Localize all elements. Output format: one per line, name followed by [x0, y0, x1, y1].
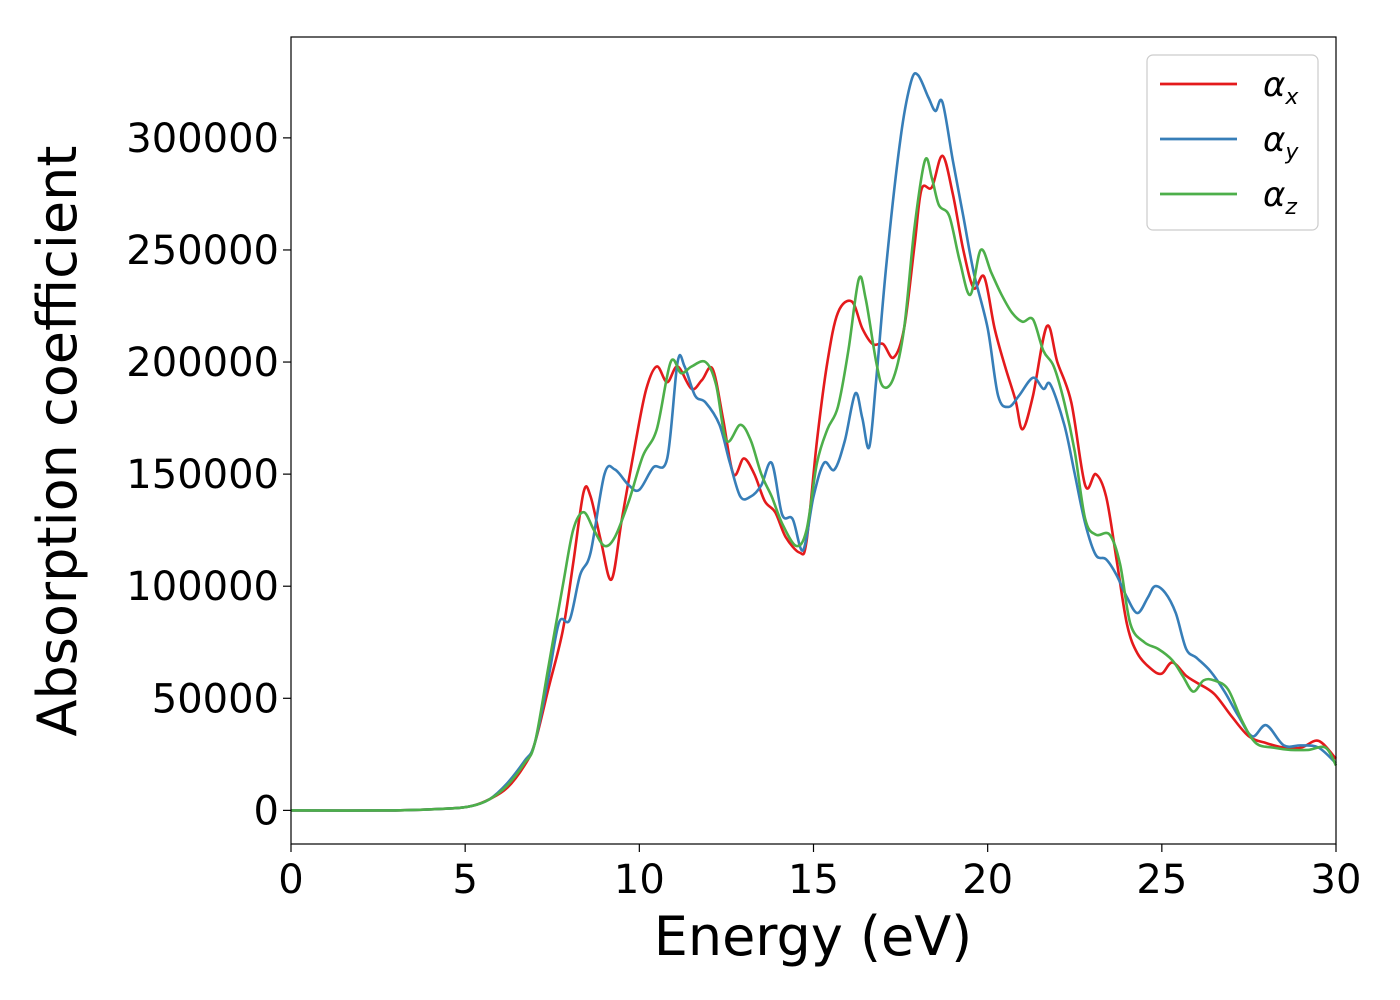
series-line-z — [290, 157, 1338, 812]
x-tick-label: 25 — [1136, 857, 1187, 903]
y-tick-label: 50000 — [152, 676, 279, 722]
x-tick-label: 15 — [788, 857, 839, 903]
y-tick-label: 300000 — [126, 116, 279, 162]
y-tick-label: 150000 — [126, 452, 279, 498]
x-axis-label: Energy (eV) — [654, 905, 973, 968]
x-tick-label: 0 — [278, 857, 303, 903]
legend-label-z: αz — [1263, 175, 1297, 220]
x-tick-label: 5 — [452, 857, 477, 903]
y-tick-label: 200000 — [126, 340, 279, 386]
y-tick-label: 0 — [254, 788, 279, 834]
x-tick-label: 20 — [962, 857, 1013, 903]
x-tick-label: 10 — [614, 857, 665, 903]
y-ticks: 0 50000 100000 150000 200000 250000 300000 — [126, 116, 291, 834]
legend-frame — [1146, 54, 1319, 231]
series-line-y — [290, 72, 1337, 812]
series-layer — [290, 72, 1338, 812]
y-axis-label: Absorption coefficient — [26, 146, 89, 737]
y-tick-label: 250000 — [126, 228, 279, 274]
x-ticks: 0 5 10 15 20 25 30 — [278, 844, 1361, 903]
x-tick-label: 30 — [1311, 857, 1362, 903]
series-line-x — [290, 154, 1337, 812]
y-tick-label: 100000 — [126, 564, 279, 610]
